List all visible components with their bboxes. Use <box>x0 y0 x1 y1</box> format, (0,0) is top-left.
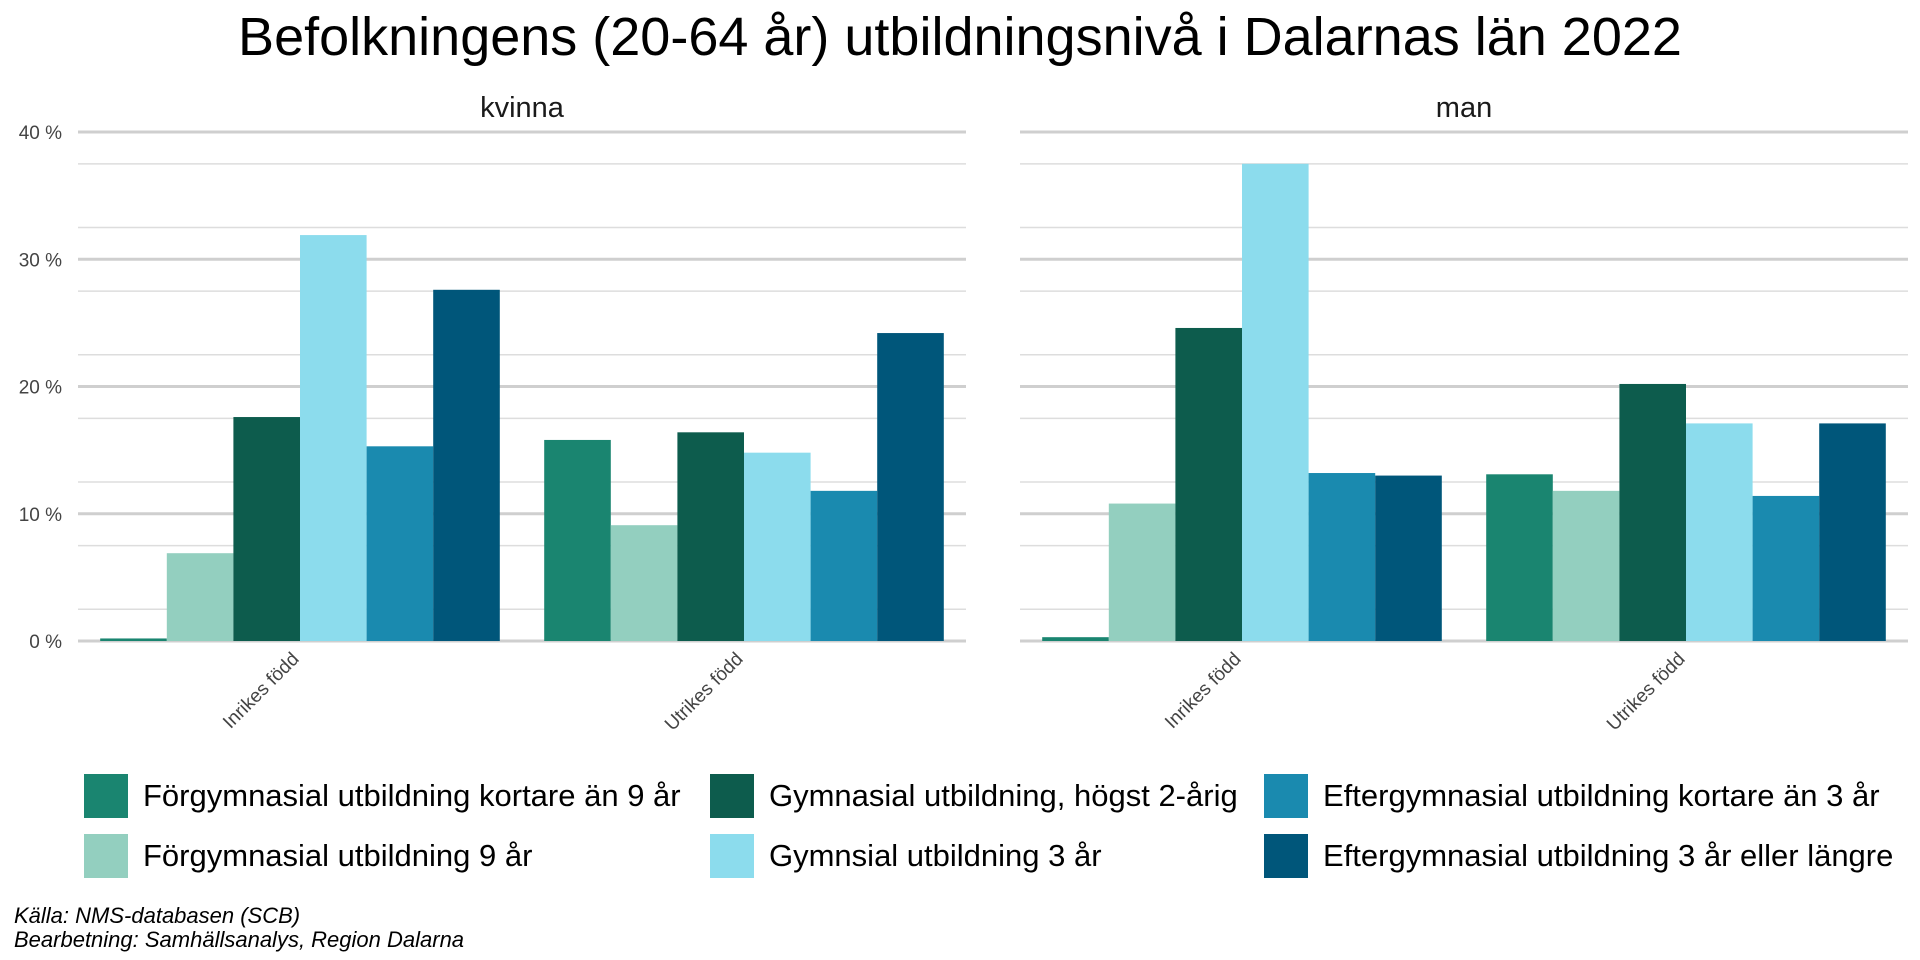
legend-item: Gymnsial utbildning 3 år <box>710 832 1102 880</box>
bar <box>677 432 744 641</box>
legend-swatch <box>1264 774 1308 818</box>
facet-title: kvinna <box>480 92 565 124</box>
legend-swatch <box>84 774 128 818</box>
bar <box>433 289 500 641</box>
bar <box>744 452 811 641</box>
x-tick-label: Utrikes född <box>661 649 748 736</box>
y-tick-label: 10 % <box>19 505 62 526</box>
legend-item: Eftergymnasial utbildning 3 år eller län… <box>1264 832 1893 880</box>
bar <box>166 553 234 641</box>
bar <box>1619 383 1686 641</box>
source-caption: Källa: NMS-databasen (SCB) <box>14 903 301 928</box>
legend-swatch <box>710 774 754 818</box>
legend-item: Gymnasial utbildning, högst 2-årig <box>710 772 1238 820</box>
bar <box>1819 423 1886 641</box>
x-tick-label: Utrikes född <box>1603 649 1690 736</box>
y-tick-label: 30 % <box>19 250 62 271</box>
processing-caption: Bearbetning: Samhällsanalys, Region Dala… <box>14 927 465 952</box>
facet-title: man <box>1436 92 1492 124</box>
y-tick-label: 0 % <box>29 632 62 653</box>
legend-label: Gymnsial utbildning 3 år <box>769 838 1102 873</box>
legend-swatch <box>1264 834 1308 878</box>
bar <box>810 490 878 641</box>
x-tick-label: Inrikes född <box>1161 649 1245 733</box>
legend-label: Gymnasial utbildning, högst 2-årig <box>769 778 1238 813</box>
bar <box>1686 423 1753 641</box>
bar <box>1552 490 1620 641</box>
legend-label: Eftergymnasial utbildning 3 år eller län… <box>1323 838 1894 873</box>
bar <box>300 235 367 641</box>
legend-item: Eftergymnasial utbildning kortare än 3 å… <box>1264 772 1880 820</box>
y-tick-label: 20 % <box>19 378 62 399</box>
legend-swatch <box>710 834 754 878</box>
legend-item: Förgymnasial utbildning 9 år <box>84 832 532 880</box>
bar <box>1375 475 1442 641</box>
bar <box>544 439 611 641</box>
y-tick-label: 40 % <box>19 123 62 144</box>
bar <box>1752 495 1820 641</box>
legend-swatch <box>84 834 128 878</box>
bar <box>366 446 434 641</box>
bar <box>1108 503 1176 641</box>
chart-title: Befolkningens (20-64 år) utbildningsnivå… <box>238 7 1682 67</box>
bar <box>100 638 167 641</box>
bar <box>1308 473 1376 641</box>
bar-chart-plot: 0 % 10 % 20 % 30 % 40 % kvinna Inrikes född Utr… <box>19 92 1908 736</box>
bar <box>1242 163 1309 641</box>
bar <box>1175 327 1242 641</box>
x-tick-label: Inrikes född <box>219 649 303 733</box>
bar <box>877 333 944 641</box>
bar <box>1486 474 1553 641</box>
legend-label: Förgymnasial utbildning 9 år <box>143 838 533 873</box>
legend-item: Förgymnasial utbildning kortare än 9 år <box>84 772 681 820</box>
bar <box>1042 637 1109 641</box>
legend-label: Eftergymnasial utbildning kortare än 3 å… <box>1323 778 1880 813</box>
bar <box>610 525 678 641</box>
bar <box>233 417 300 641</box>
legend-label: Förgymnasial utbildning kortare än 9 år <box>143 778 681 813</box>
legend: Förgymnasial utbildning kortare än 9 år … <box>84 772 1920 888</box>
